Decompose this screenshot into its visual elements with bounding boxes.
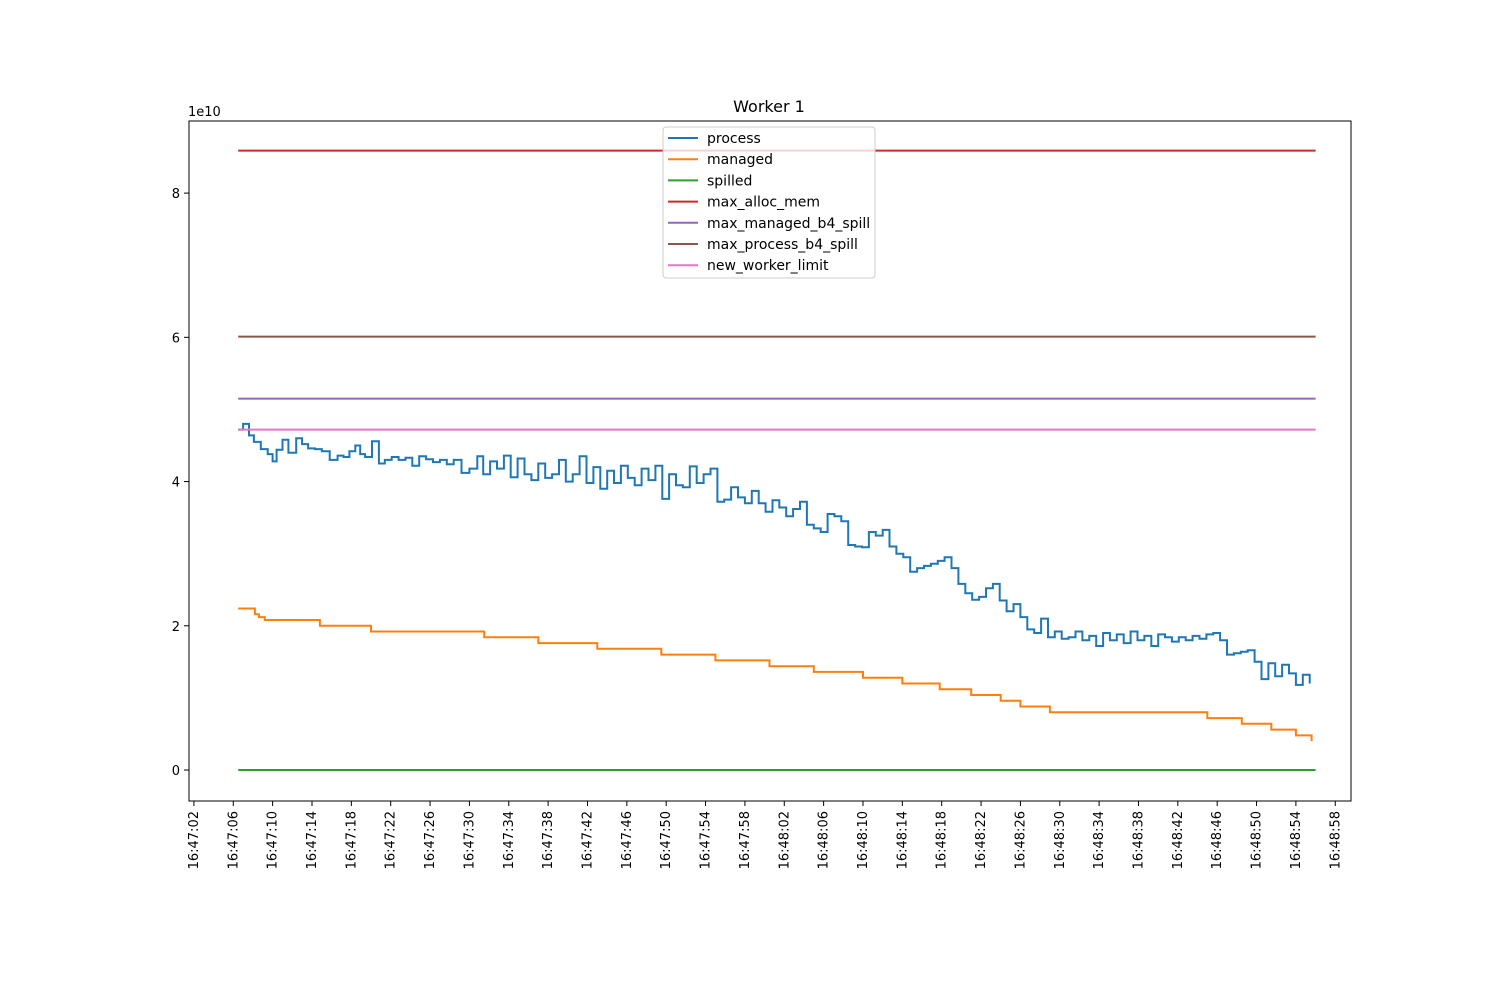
x-axis: 16:47:02 16:47:06 16:47:10 16:47:14 16:47:18… — [187, 801, 1343, 869]
x-tick-label: 16:47:54 — [699, 811, 714, 869]
x-tick-label: 16:48:34 — [1092, 811, 1107, 869]
x-tick-label: 16:48:30 — [1053, 811, 1068, 869]
legend-label-new_worker_limit: new_worker_limit — [707, 258, 829, 274]
x-tick-label: 16:47:14 — [305, 811, 320, 869]
legend: process managed spilled max_alloc_mem max_ma… — [662, 126, 876, 279]
y-tick-label: 0 — [172, 764, 180, 779]
y-tick-label: 8 — [172, 187, 180, 202]
y-offset-label: 1e10 — [188, 105, 221, 120]
x-tick-label: 16:47:50 — [659, 811, 674, 869]
legend-label-spilled: spilled — [707, 173, 752, 189]
x-tick-label: 16:48:26 — [1013, 811, 1028, 869]
x-tick-label: 16:48:42 — [1171, 811, 1186, 869]
x-tick-label: 16:47:06 — [226, 811, 241, 869]
x-tick-label: 16:47:42 — [580, 811, 595, 869]
x-tick-label: 16:47:02 — [187, 811, 202, 869]
series-layer — [238, 149, 1316, 771]
x-tick-label: 16:48:50 — [1250, 811, 1265, 869]
series-line-process — [238, 422, 1311, 686]
x-tick-label: 16:47:18 — [344, 811, 359, 869]
legend-label-process: process — [707, 131, 761, 147]
x-tick-label: 16:47:22 — [384, 811, 399, 869]
x-tick-label: 16:47:10 — [266, 811, 281, 869]
y-tick-label: 2 — [172, 620, 180, 635]
x-tick-label: 16:48:10 — [856, 811, 871, 869]
legend-label-max_process_b4_spill: max_process_b4_spill — [707, 237, 858, 253]
x-tick-label: 16:47:58 — [738, 811, 753, 869]
y-tick-label: 4 — [172, 476, 180, 491]
legend-label-max_alloc_mem: max_alloc_mem — [707, 195, 820, 211]
series-line-managed — [238, 607, 1313, 742]
x-tick-label: 16:47:34 — [502, 811, 517, 869]
x-tick-label: 16:48:58 — [1328, 811, 1343, 869]
x-tick-label: 16:48:38 — [1131, 811, 1146, 869]
chart-title: Worker 1 — [733, 97, 805, 116]
x-tick-label: 16:48:46 — [1210, 811, 1225, 869]
x-tick-label: 16:47:46 — [620, 811, 635, 869]
y-tick-label: 6 — [172, 331, 180, 346]
x-tick-label: 16:47:38 — [541, 811, 556, 869]
legend-label-max_managed_b4_spill: max_managed_b4_spill — [707, 216, 870, 232]
plot-frame — [188, 120, 1352, 802]
x-tick-label: 16:48:54 — [1289, 811, 1304, 869]
x-tick-label: 16:48:06 — [817, 811, 832, 869]
x-tick-label: 16:48:02 — [777, 811, 792, 869]
legend-box — [662, 126, 876, 279]
x-tick-label: 16:48:22 — [974, 811, 989, 869]
legend-label-managed: managed — [707, 152, 773, 168]
x-tick-label: 16:48:18 — [935, 811, 950, 869]
y-axis: 0 2 4 6 8 — [172, 187, 189, 779]
x-tick-label: 16:47:26 — [423, 811, 438, 869]
x-tick-label: 16:47:30 — [462, 811, 477, 869]
x-tick-label: 16:48:14 — [895, 811, 910, 869]
